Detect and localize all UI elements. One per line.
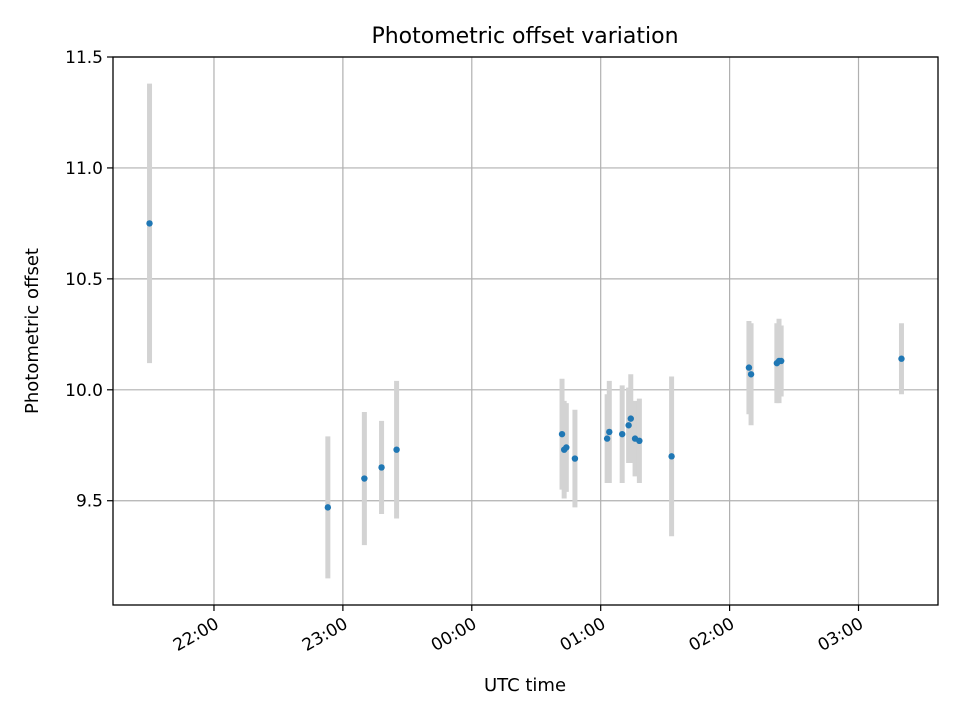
data-point bbox=[898, 355, 905, 362]
data-point bbox=[393, 446, 400, 453]
x-axis-label: UTC time bbox=[484, 675, 566, 696]
data-point bbox=[625, 422, 632, 429]
data-point bbox=[606, 428, 613, 436]
x-axis-ticks: 22:00 23:00 00:00 01:00 02:00 03:00 bbox=[170, 605, 867, 656]
x-tick-label: 03:00 bbox=[815, 614, 867, 656]
data-point bbox=[324, 504, 332, 511]
grid-lines bbox=[113, 56, 938, 605]
error-bars bbox=[147, 83, 904, 579]
data-point bbox=[603, 435, 611, 442]
plot-frame bbox=[112, 56, 939, 606]
data-point bbox=[627, 415, 634, 422]
data-point bbox=[563, 444, 570, 451]
y-tick-label: 11.0 bbox=[65, 159, 103, 179]
data-point bbox=[777, 357, 785, 365]
chart-title: Photometric offset variation bbox=[371, 24, 678, 49]
data-points bbox=[146, 220, 905, 511]
y-tick-label: 9.5 bbox=[76, 492, 103, 512]
data-point bbox=[361, 475, 368, 482]
data-point bbox=[618, 430, 626, 438]
x-tick-label: 02:00 bbox=[686, 614, 738, 656]
data-point bbox=[636, 437, 643, 445]
x-tick-label: 00:00 bbox=[428, 614, 480, 656]
y-tick-label: 11.5 bbox=[65, 48, 103, 68]
y-axis-ticks: 9.5 10.0 10.5 11.0 11.5 bbox=[65, 48, 113, 512]
x-tick-label: 22:00 bbox=[170, 614, 222, 656]
x-tick-label: 01:00 bbox=[557, 614, 609, 656]
y-tick-label: 10.5 bbox=[65, 270, 103, 290]
data-point bbox=[745, 364, 753, 371]
y-tick-label: 10.0 bbox=[65, 381, 103, 401]
data-point bbox=[378, 464, 385, 471]
data-point bbox=[668, 453, 675, 460]
data-point bbox=[571, 455, 579, 462]
data-point bbox=[747, 371, 755, 378]
y-axis-label: Photometric offset bbox=[22, 248, 43, 414]
data-point bbox=[558, 430, 566, 438]
data-point bbox=[146, 220, 153, 227]
x-tick-label: 23:00 bbox=[299, 614, 351, 656]
